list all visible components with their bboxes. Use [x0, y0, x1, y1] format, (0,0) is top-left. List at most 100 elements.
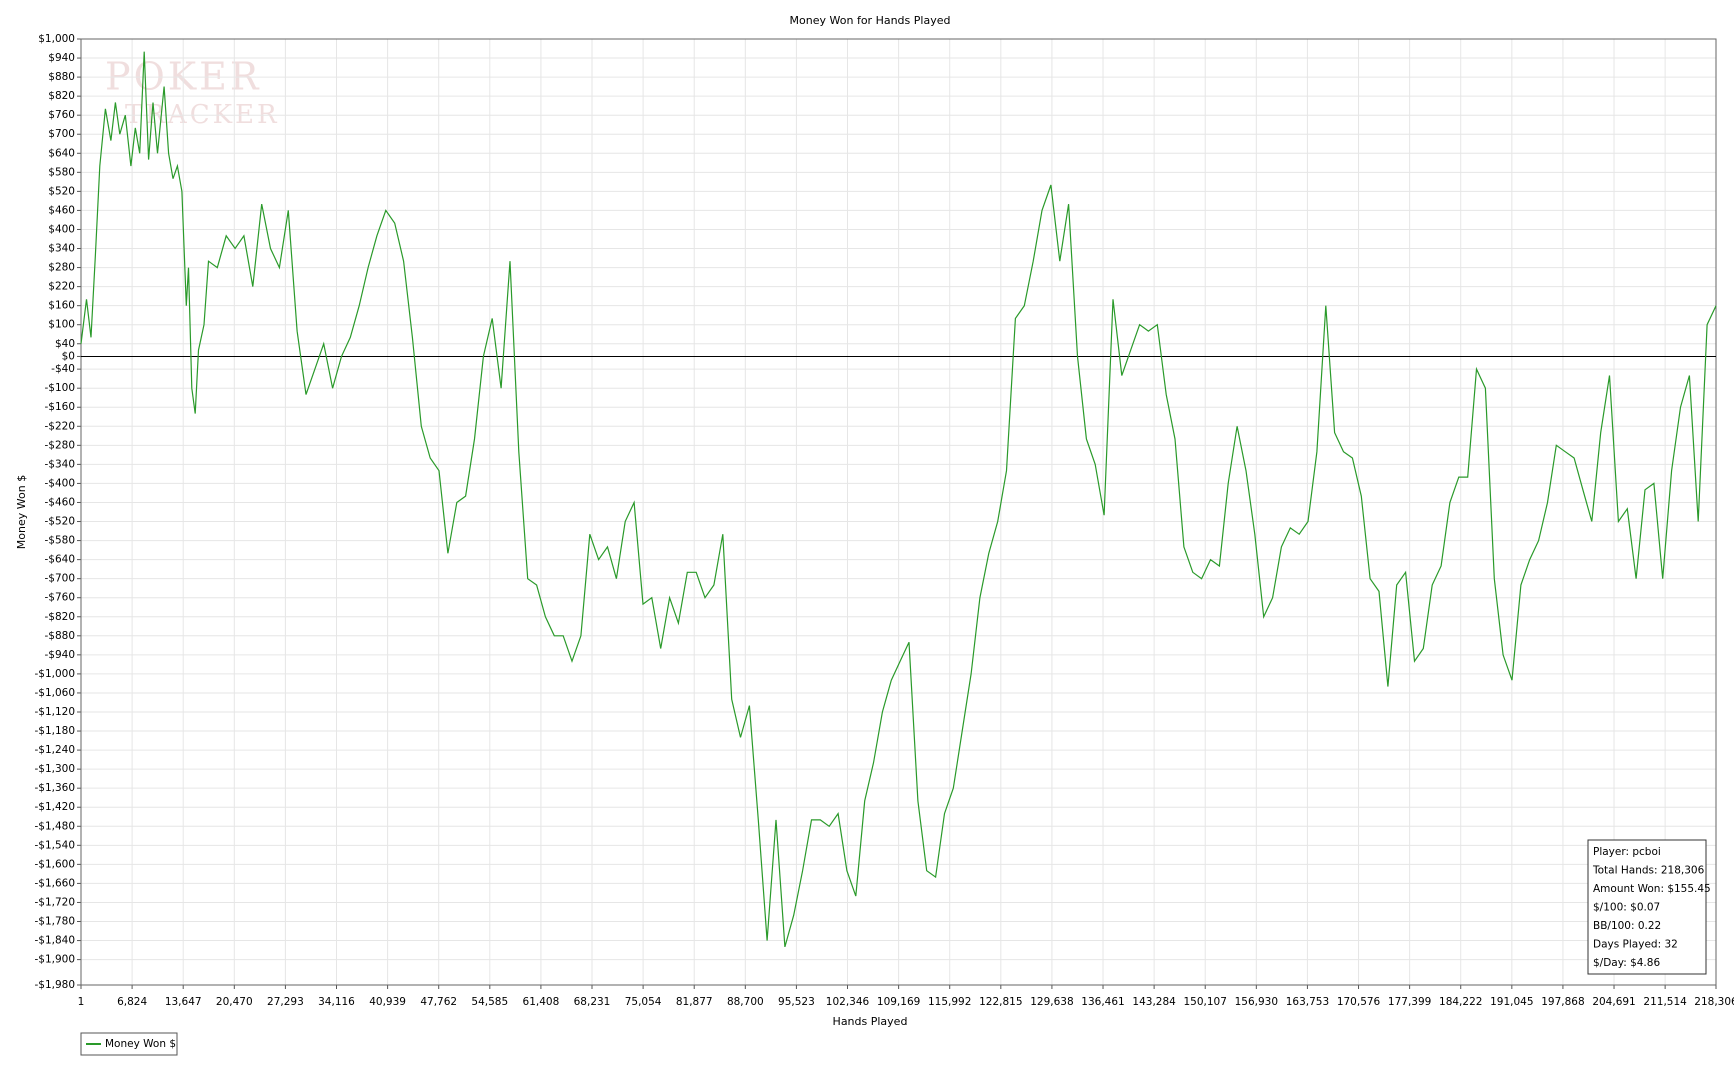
x-tick-label: 177,399	[1388, 996, 1431, 1008]
y-tick-label: $760	[48, 109, 75, 121]
y-tick-label: -$1,540	[34, 839, 75, 851]
x-tick-label: 6,824	[117, 996, 147, 1008]
y-tick-label: $340	[48, 243, 75, 255]
watermark: POKER	[105, 55, 261, 99]
y-tick-label: -$760	[44, 592, 75, 604]
x-tick-label: 40,939	[369, 996, 406, 1008]
y-tick-label: -$1,240	[34, 744, 75, 756]
y-tick-label: -$340	[44, 458, 75, 470]
stats-line: BB/100: 0.22	[1593, 920, 1661, 932]
y-tick-label: $160	[48, 300, 75, 312]
y-tick-label: $580	[48, 166, 75, 178]
x-tick-label: 47,762	[420, 996, 457, 1008]
y-axis-label: Money Won $	[15, 475, 28, 549]
y-tick-label: -$1,720	[34, 896, 75, 908]
y-tick-label: -$940	[44, 649, 75, 661]
x-tick-label: 204,691	[1592, 996, 1635, 1008]
x-tick-label: 102,346	[826, 996, 870, 1008]
y-tick-label: -$820	[44, 611, 75, 623]
x-tick-label: 27,293	[267, 996, 304, 1008]
y-tick-label: -$1,900	[34, 954, 75, 966]
y-tick-label: -$1,780	[34, 916, 75, 928]
x-tick-label: 191,045	[1490, 996, 1533, 1008]
stats-line: Days Played: 32	[1593, 939, 1678, 951]
y-tick-label: $700	[48, 128, 75, 140]
y-tick-label: $40	[55, 338, 75, 350]
y-tick-label: $400	[48, 223, 75, 235]
y-tick-label: $640	[48, 147, 75, 159]
x-tick-label: 184,222	[1439, 996, 1482, 1008]
x-tick-label: 34,116	[318, 996, 355, 1008]
y-tick-label: $940	[48, 52, 75, 64]
chart-title: Money Won for Hands Played	[790, 14, 951, 27]
y-tick-label: $1,000	[38, 33, 75, 45]
x-tick-label: 115,992	[928, 996, 971, 1008]
y-tick-label: -$520	[44, 516, 75, 528]
y-tick-label: -$1,420	[34, 801, 75, 813]
y-tick-label: -$700	[44, 573, 75, 585]
x-tick-label: 122,815	[979, 996, 1022, 1008]
y-tick-label: -$100	[44, 382, 75, 394]
y-tick-label: -$280	[44, 439, 75, 451]
y-tick-label: -$1,000	[34, 668, 75, 680]
y-tick-label: $100	[48, 319, 75, 331]
data-line	[80, 51, 1717, 948]
y-tick-label: -$880	[44, 630, 75, 642]
stats-line: Amount Won: $155.45	[1593, 883, 1711, 895]
x-tick-label: 136,461	[1081, 996, 1124, 1008]
y-tick-label: -$1,600	[34, 858, 75, 870]
y-tick-label: $220	[48, 281, 75, 293]
plot-frame	[80, 38, 1717, 986]
y-tick-label: -$580	[44, 535, 75, 547]
x-tick-label: 156,930	[1235, 996, 1278, 1008]
y-tick-label: -$1,300	[34, 763, 75, 775]
x-tick-label: 61,408	[523, 996, 560, 1008]
x-tick-label: 218,306	[1694, 996, 1734, 1008]
y-tick-label: -$1,980	[34, 979, 75, 991]
y-tick-label: -$1,480	[34, 820, 75, 832]
y-tick-label: -$160	[44, 401, 75, 413]
x-axis-label: Hands Played	[833, 1015, 908, 1028]
y-tick-label: -$400	[44, 477, 75, 489]
y-tick-label: $820	[48, 90, 75, 102]
x-tick-label: 95,523	[778, 996, 815, 1008]
x-tick-label: 129,638	[1030, 996, 1073, 1008]
legend-label: Money Won $	[105, 1038, 176, 1050]
x-tick-label: 143,284	[1132, 996, 1176, 1008]
x-tick-label: 81,877	[676, 996, 713, 1008]
x-tick-label: 68,231	[574, 996, 611, 1008]
y-tick-label: $880	[48, 71, 75, 83]
y-tick-label: -$1,060	[34, 687, 75, 699]
y-tick-label: $520	[48, 185, 75, 197]
x-tick-label: 1	[78, 996, 85, 1008]
x-tick-label: 13,647	[165, 996, 202, 1008]
y-tick-label: -$1,660	[34, 877, 75, 889]
y-tick-label: -$1,120	[34, 706, 75, 718]
stats-line: Player: pcboi	[1593, 846, 1661, 858]
x-tick-label: 75,054	[625, 996, 662, 1008]
x-tick-label: 109,169	[877, 996, 920, 1008]
stats-box	[1587, 839, 1707, 975]
stats-line: $/Day: $4.86	[1593, 957, 1660, 969]
x-tick-label: 150,107	[1184, 996, 1227, 1008]
y-tick-label: -$640	[44, 554, 75, 566]
y-tick-label: -$40	[51, 363, 75, 375]
x-tick-label: 211,514	[1643, 996, 1687, 1008]
x-tick-label: 170,576	[1337, 996, 1381, 1008]
y-tick-label: $0	[62, 350, 75, 362]
legend-box	[80, 1032, 178, 1056]
y-tick-label: -$1,840	[34, 935, 75, 947]
y-tick-label: -$460	[44, 496, 75, 508]
y-tick-label: $280	[48, 262, 75, 274]
x-tick-label: 20,470	[216, 996, 253, 1008]
y-tick-label: -$1,360	[34, 782, 75, 794]
y-tick-label: -$220	[44, 420, 75, 432]
stats-line: $/100: $0.07	[1593, 902, 1660, 914]
x-tick-label: 163,753	[1286, 996, 1329, 1008]
x-tick-label: 197,868	[1541, 996, 1584, 1008]
x-tick-label: 88,700	[727, 996, 764, 1008]
stats-line: Total Hands: 218,306	[1592, 865, 1705, 877]
y-tick-label: $460	[48, 204, 75, 216]
x-tick-label: 54,585	[471, 996, 508, 1008]
